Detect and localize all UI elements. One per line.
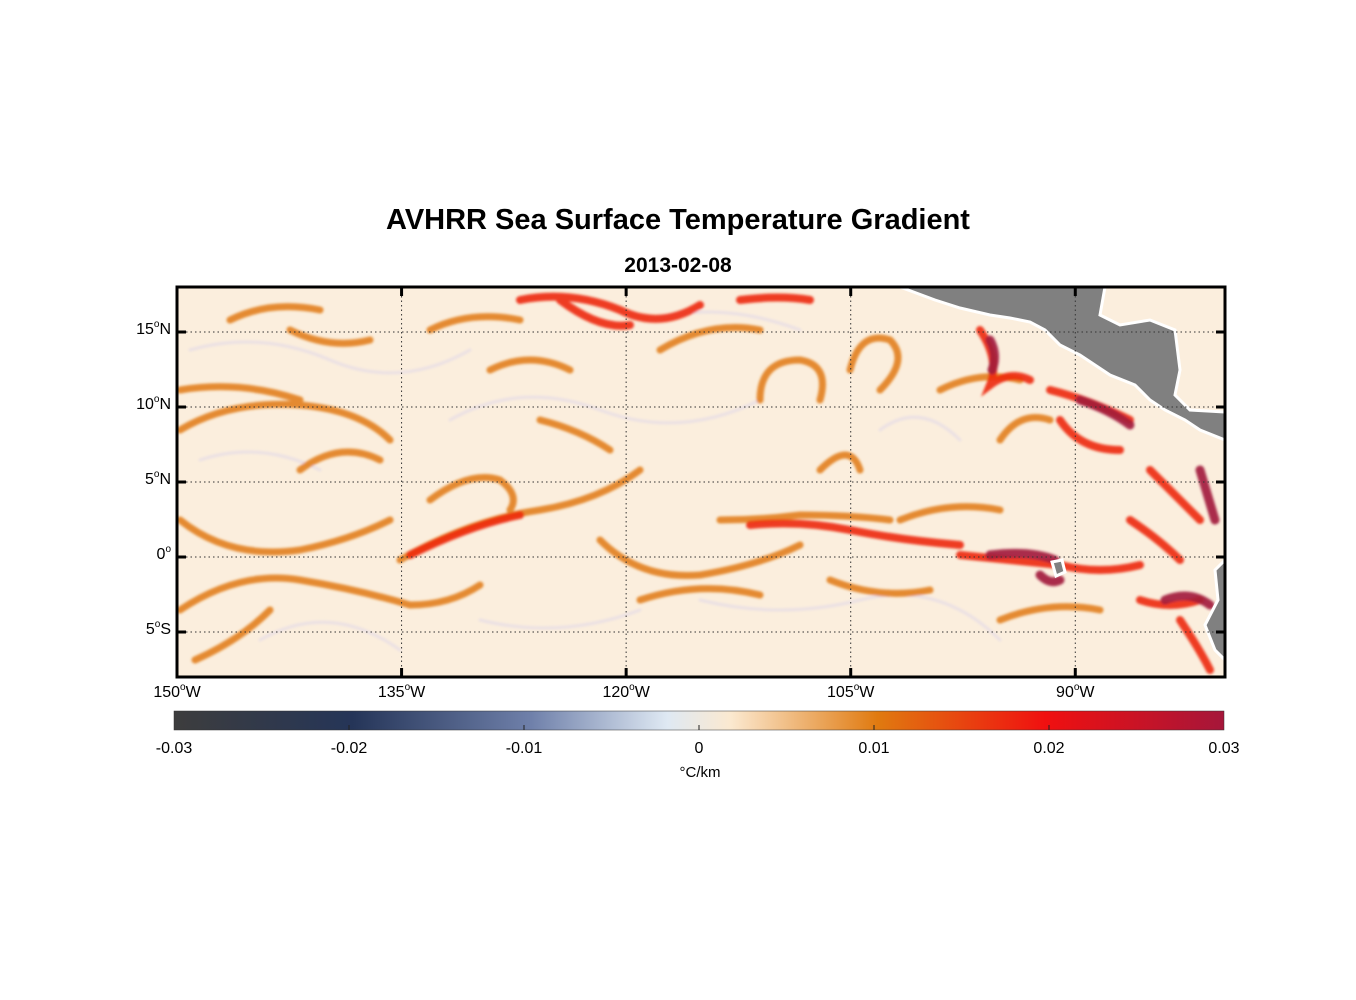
map-subtitle: 2013-02-08 bbox=[624, 254, 732, 277]
lon-degree: 120 bbox=[602, 684, 630, 701]
lat-tick-label: 0o bbox=[156, 544, 171, 563]
lon-degree: 150 bbox=[153, 684, 181, 701]
lat-degree: 5 bbox=[144, 471, 154, 488]
lat-degree: 15 bbox=[136, 321, 154, 338]
colorbar-tick-label: -0.01 bbox=[505, 740, 543, 757]
lat-tick-label: 10oN bbox=[136, 394, 171, 413]
lat-hemisphere: S bbox=[160, 621, 171, 638]
colorbar-tick-label: 0.01 bbox=[858, 740, 890, 757]
lat-degree: 0 bbox=[156, 546, 166, 563]
lat-degree: 10 bbox=[136, 396, 154, 413]
lon-hemisphere: W bbox=[859, 684, 875, 701]
colorbar-unit: °C/km bbox=[679, 764, 721, 781]
colorbar-tick-label: -0.03 bbox=[155, 740, 193, 757]
land-central-america bbox=[899, 287, 1225, 442]
colorbar-tick-label: -0.02 bbox=[330, 740, 368, 757]
lon-tick-label: 90oW bbox=[1056, 682, 1095, 701]
lon-hemisphere: W bbox=[1079, 684, 1095, 701]
lon-hemisphere: W bbox=[634, 684, 650, 701]
map-ticks bbox=[175, 287, 1225, 677]
land-south-america bbox=[1203, 557, 1225, 663]
lat-degree: 5 bbox=[145, 621, 155, 638]
lon-hemisphere: W bbox=[410, 684, 426, 701]
lon-hemisphere: W bbox=[185, 684, 201, 701]
lon-tick-label: 150oW bbox=[153, 682, 201, 701]
lat-tick-label: 15oN bbox=[136, 319, 171, 338]
lon-degree: 105 bbox=[827, 684, 854, 701]
colorbar-ticks bbox=[348, 725, 1050, 730]
lon-degree: 135 bbox=[377, 684, 405, 701]
lon-degree: 90 bbox=[1056, 684, 1074, 701]
lon-tick-label: 105oW bbox=[827, 682, 875, 701]
colorbar-tick-label: 0.03 bbox=[1208, 740, 1240, 757]
land-galapagos bbox=[1050, 558, 1067, 579]
lat-tick-label: 5oS bbox=[145, 619, 171, 638]
colorbar-tick-label: 0.02 bbox=[1033, 740, 1065, 757]
lat-hemisphere: N bbox=[159, 396, 171, 413]
lat-hemisphere: N bbox=[159, 321, 171, 338]
gradient-fronts-peak bbox=[985, 335, 1220, 610]
lon-tick-label: 135oW bbox=[377, 682, 426, 701]
map-title: AVHRR Sea Surface Temperature Gradient bbox=[386, 204, 970, 236]
colorbar-tick-label: 0 bbox=[694, 740, 704, 757]
lat-tick-label: 5oN bbox=[144, 469, 171, 488]
lat-hemisphere: N bbox=[159, 471, 171, 488]
lon-tick-label: 120oW bbox=[602, 682, 650, 701]
